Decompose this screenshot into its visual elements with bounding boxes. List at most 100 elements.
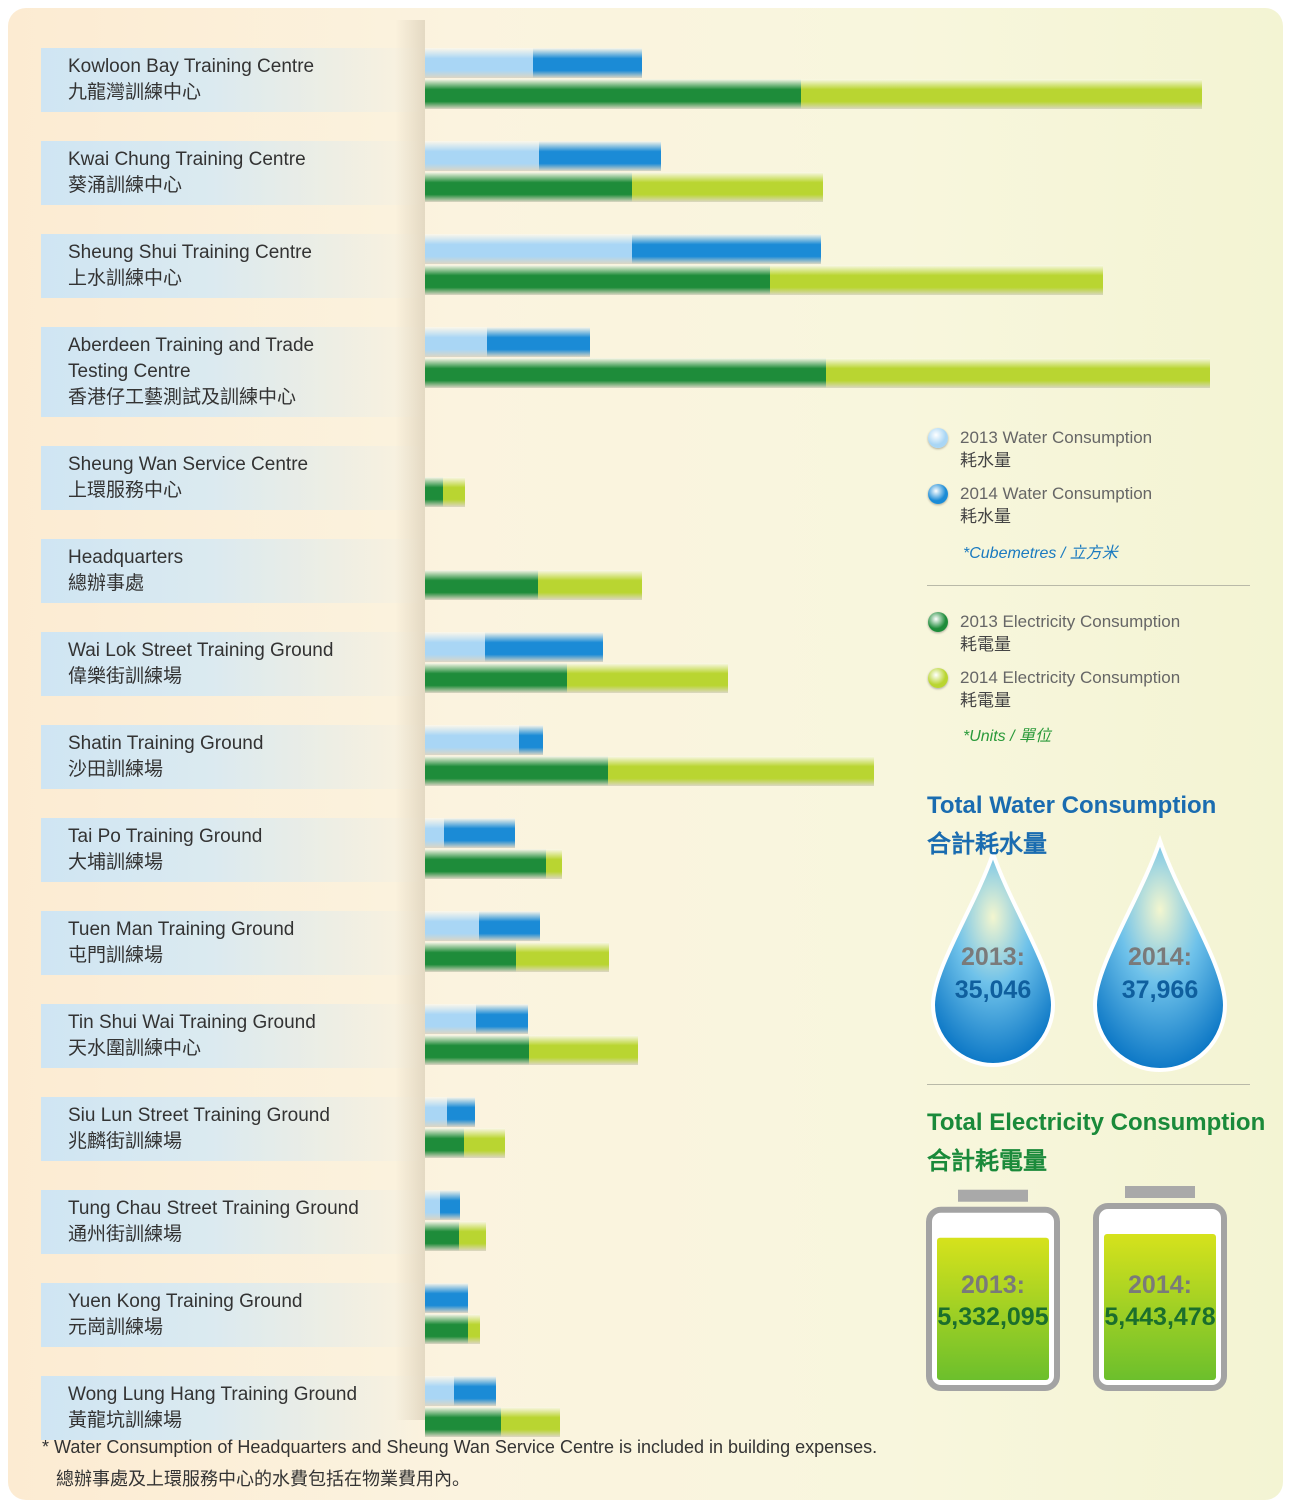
total-year: 2014: [1128,1271,1192,1299]
legend-label-zh: 耗水量 [960,506,1011,528]
bar [468,1314,480,1344]
bar [632,172,823,202]
bar [538,570,642,600]
category-name-zh: 總辦事處 [68,571,368,597]
footnote: 總辦事處及上環服務中心的水費包括在物業費用內。 [56,1465,470,1491]
bar [425,1035,529,1065]
total-value: 35,046 [955,976,1031,1004]
category-name: Wai Lok Street Training Ground [68,638,368,664]
legend-marker [928,484,948,504]
legend-label-zh: 耗水量 [960,450,1011,472]
bar [454,1376,496,1406]
bar [826,358,1210,388]
bar [519,725,543,755]
bar [425,1407,501,1437]
bar [425,1190,440,1220]
category-name: Tai Po Training Ground [68,824,368,850]
bar [425,1314,468,1344]
bar [425,818,444,848]
legend-marker [928,428,948,448]
legend-label: 2014 Water Consumption [960,483,1152,505]
total-title: Total Water Consumption [927,792,1216,820]
legend-marker [928,612,948,632]
separator [927,585,1250,586]
category-name: Wong Lung Hang Training Ground [68,1382,368,1408]
category-name: Kowloon Bay Training Centre [68,54,368,80]
total-value: 5,332,095 [937,1303,1048,1331]
bar [425,756,608,786]
bar [425,358,826,388]
legend-label-zh: 耗電量 [960,634,1011,656]
bar [440,1190,460,1220]
bar [425,477,443,507]
bar [425,942,516,972]
total-value: 37,966 [1122,976,1198,1004]
bar [425,79,801,109]
bar [443,477,465,507]
bar [425,911,479,941]
category-name-zh: 香港仔工藝測試及訓練中心 [68,385,368,411]
bar [425,1004,476,1034]
bar [459,1221,486,1251]
bar [425,1128,464,1158]
bar [476,1004,528,1034]
category-name: Sheung Wan Service Centre [68,452,368,478]
bar [539,141,661,171]
bar [425,141,539,171]
bar [801,79,1202,109]
unit-note: *Units / 單位 [963,722,1051,746]
legend-label: 2013 Water Consumption [960,427,1152,449]
category-name: Sheung Shui Training Centre [68,240,368,266]
bar [425,234,632,264]
total-year: 2013: [961,1271,1025,1299]
total-title-zh: 合計耗電量 [927,1141,1047,1176]
category-name-zh: 沙田訓練場 [68,757,368,783]
category-name-zh: 黃龍坑訓練場 [68,1408,368,1434]
bar [425,632,485,662]
category-name-zh: 偉樂街訓練場 [68,664,368,690]
bar [425,1221,459,1251]
bar [770,265,1103,295]
bar [464,1128,505,1158]
bar [425,570,538,600]
category-name: Tuen Man Training Ground [68,917,368,943]
category-name: Yuen Kong Training Ground [68,1289,368,1315]
battery-cap [1125,1186,1195,1198]
total-year: 2013: [961,943,1025,971]
bar [501,1407,560,1437]
category-name: Aberdeen Training and Trade Testing Cent… [68,333,368,385]
bar [479,911,540,941]
category-name-zh: 大埔訓練場 [68,850,368,876]
bar [516,942,609,972]
bar [425,1283,468,1313]
category-name-zh: 屯門訓練場 [68,943,368,969]
bar [608,756,874,786]
bar [425,1097,447,1127]
total-title: Total Electricity Consumption [927,1109,1265,1137]
legend-label: 2013 Electricity Consumption [960,611,1180,633]
bar [425,265,770,295]
legend-label: 2014 Electricity Consumption [960,667,1180,689]
category-name-zh: 天水圍訓練中心 [68,1036,368,1062]
bar [425,663,567,693]
category-name: Headquarters [68,545,368,571]
category-label: Aberdeen Training and Trade Testing Cent… [41,327,421,417]
bar [546,849,562,879]
category-name-zh: 上環服務中心 [68,478,368,504]
category-name-zh: 九龍灣訓練中心 [68,80,368,106]
bar [444,818,515,848]
bar [529,1035,638,1065]
category-name-zh: 葵涌訓練中心 [68,173,368,199]
bar [425,1376,454,1406]
bar [632,234,821,264]
bar [485,632,603,662]
